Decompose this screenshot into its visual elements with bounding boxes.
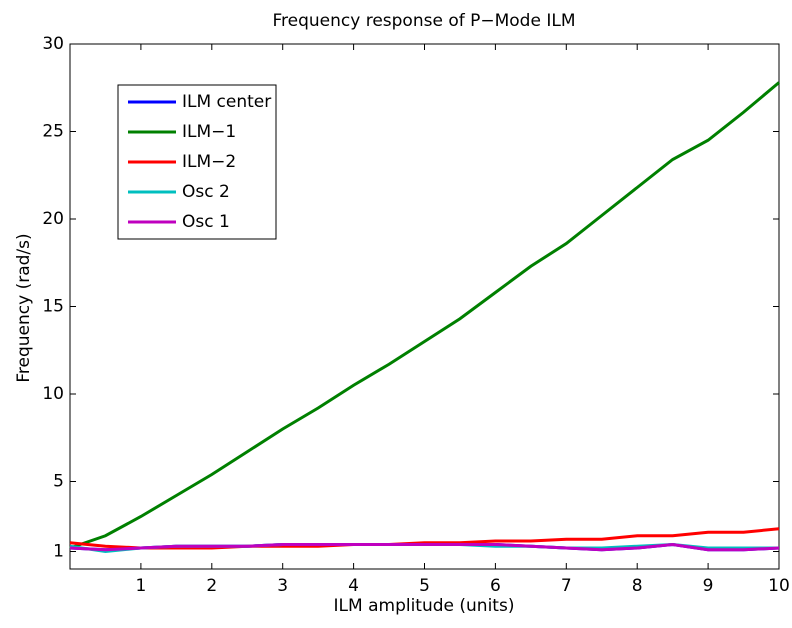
x-tick-label: 5 <box>419 576 430 596</box>
legend-label: ILM−1 <box>182 122 236 142</box>
y-tick-label: 1 <box>53 542 64 562</box>
y-tick-label: 25 <box>42 122 64 142</box>
x-tick-label: 2 <box>206 576 217 596</box>
series-line <box>69 527 780 550</box>
y-tick-label: 20 <box>42 209 64 229</box>
x-tick-label: 1 <box>135 576 146 596</box>
x-tick-label: 6 <box>490 576 501 596</box>
legend-label: Osc 1 <box>182 212 230 232</box>
legend: ILM center ILM−1 ILM−2 Osc 2 Osc 1 <box>117 84 277 240</box>
legend-label: ILM−2 <box>182 152 236 172</box>
x-tick-label: 8 <box>632 576 643 596</box>
x-axis-label: ILM amplitude (units) <box>334 596 515 616</box>
y-axis-label: Frequency (rad/s) <box>14 233 34 382</box>
y-tick-label: 10 <box>42 384 64 404</box>
x-tick-label: 3 <box>277 576 288 596</box>
legend-label: Osc 2 <box>182 182 230 202</box>
y-tick-label: 30 <box>42 34 64 54</box>
y-tick-label: 15 <box>42 297 64 317</box>
x-tick-label: 10 <box>768 576 790 596</box>
series-line <box>69 542 780 552</box>
series-line <box>69 81 780 550</box>
x-tick-label: 7 <box>561 576 572 596</box>
x-tick-label: 4 <box>348 576 359 596</box>
y-tick-label: 5 <box>53 472 64 492</box>
x-tick-label: 9 <box>703 576 714 596</box>
legend-label: ILM center <box>182 92 271 112</box>
chart-title: Frequency response of P−Mode ILM <box>272 11 575 31</box>
